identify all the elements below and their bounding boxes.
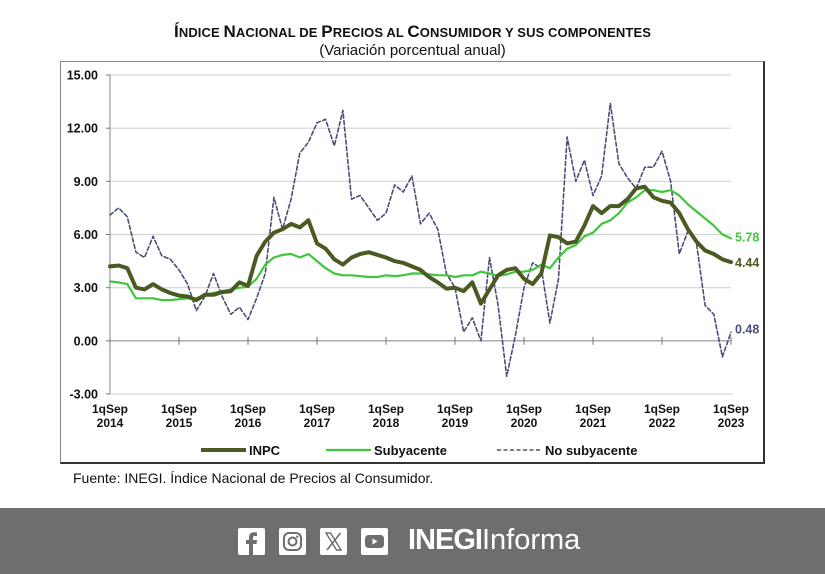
- y-tick-label: 3.00: [74, 281, 98, 295]
- instagram-icon[interactable]: [279, 528, 306, 555]
- legend: INPC Subyacente No subyacente: [201, 443, 637, 458]
- legend-label-no-subyacente: No subyacente: [545, 443, 637, 458]
- y-tick-label: 0.00: [74, 334, 98, 348]
- inegi-informa-logo: INEGIInforma: [408, 524, 580, 557]
- y-axis-ticks: 15.00 12.00 9.00 6.00 3.00 0.00 -3.00: [67, 69, 110, 402]
- chart-frame: [60, 61, 765, 464]
- chart-title: ÍNDICE NACIONAL DE PRECIOS AL CONSUMIDOR…: [174, 22, 651, 41]
- x-tick-label-line2: 2020: [511, 416, 538, 430]
- youtube-icon[interactable]: [361, 528, 388, 555]
- x-tick-label-line2: 2017: [304, 416, 331, 430]
- y-tick-label: 6.00: [74, 228, 98, 242]
- x-tick-label-line1: 1qSep: [437, 402, 473, 416]
- source-note: Fuente: INEGI. Índice Nacional de Precio…: [73, 470, 434, 486]
- chart-subtitle: (Variación porcentual anual): [319, 42, 506, 59]
- end-label-no-subyacente: 0.48: [735, 322, 759, 336]
- end-label-subyacente: 5.78: [735, 230, 759, 244]
- y-tick-label: 12.00: [67, 122, 98, 136]
- brand-inegi: INEGI: [408, 524, 483, 556]
- x-axis-ticks: 1qSep20141qSep20151qSep20161qSep20171qSe…: [92, 336, 749, 430]
- footer-bar: [0, 508, 825, 574]
- x-tick-label-line2: 2018: [373, 416, 400, 430]
- series-lines: [108, 102, 733, 378]
- x-tick-label-line1: 1qSep: [713, 402, 749, 416]
- x-tick-label-line2: 2019: [442, 416, 469, 430]
- x-tick-label-line1: 1qSep: [161, 402, 197, 416]
- gridlines: [110, 74, 731, 342]
- legend-label-subyacente: Subyacente: [374, 443, 447, 458]
- x-tick-label-line2: 2014: [97, 416, 124, 430]
- y-tick-label: -3.00: [70, 388, 99, 402]
- x-tick-label-line1: 1qSep: [644, 402, 680, 416]
- y-tick-label: 15.00: [67, 69, 98, 83]
- series-line-inpc: [108, 184, 733, 306]
- x-tick-label-line1: 1qSep: [368, 402, 404, 416]
- end-label-inpc: 4.44: [735, 256, 759, 270]
- series-line-subyacente: [108, 189, 733, 302]
- x-tick-label-line1: 1qSep: [506, 402, 542, 416]
- x-tick-label-line1: 1qSep: [299, 402, 335, 416]
- x-tick-label-line2: 2016: [235, 416, 262, 430]
- brand-informa: Informa: [481, 524, 581, 556]
- x-tick-label-line1: 1qSep: [230, 402, 266, 416]
- facebook-icon[interactable]: [238, 528, 265, 555]
- legend-label-inpc: INPC: [249, 443, 281, 458]
- x-icon[interactable]: [320, 528, 347, 555]
- x-tick-label-line2: 2023: [718, 416, 745, 430]
- series-line-no-subyacente: [109, 102, 732, 378]
- end-labels: 4.44 5.78 0.48: [735, 230, 759, 336]
- x-tick-label-line2: 2021: [580, 416, 607, 430]
- x-tick-label-line1: 1qSep: [92, 402, 128, 416]
- x-tick-label-line2: 2022: [649, 416, 676, 430]
- x-tick-label-line2: 2015: [166, 416, 193, 430]
- y-tick-label: 9.00: [74, 175, 98, 189]
- x-tick-label-line1: 1qSep: [575, 402, 611, 416]
